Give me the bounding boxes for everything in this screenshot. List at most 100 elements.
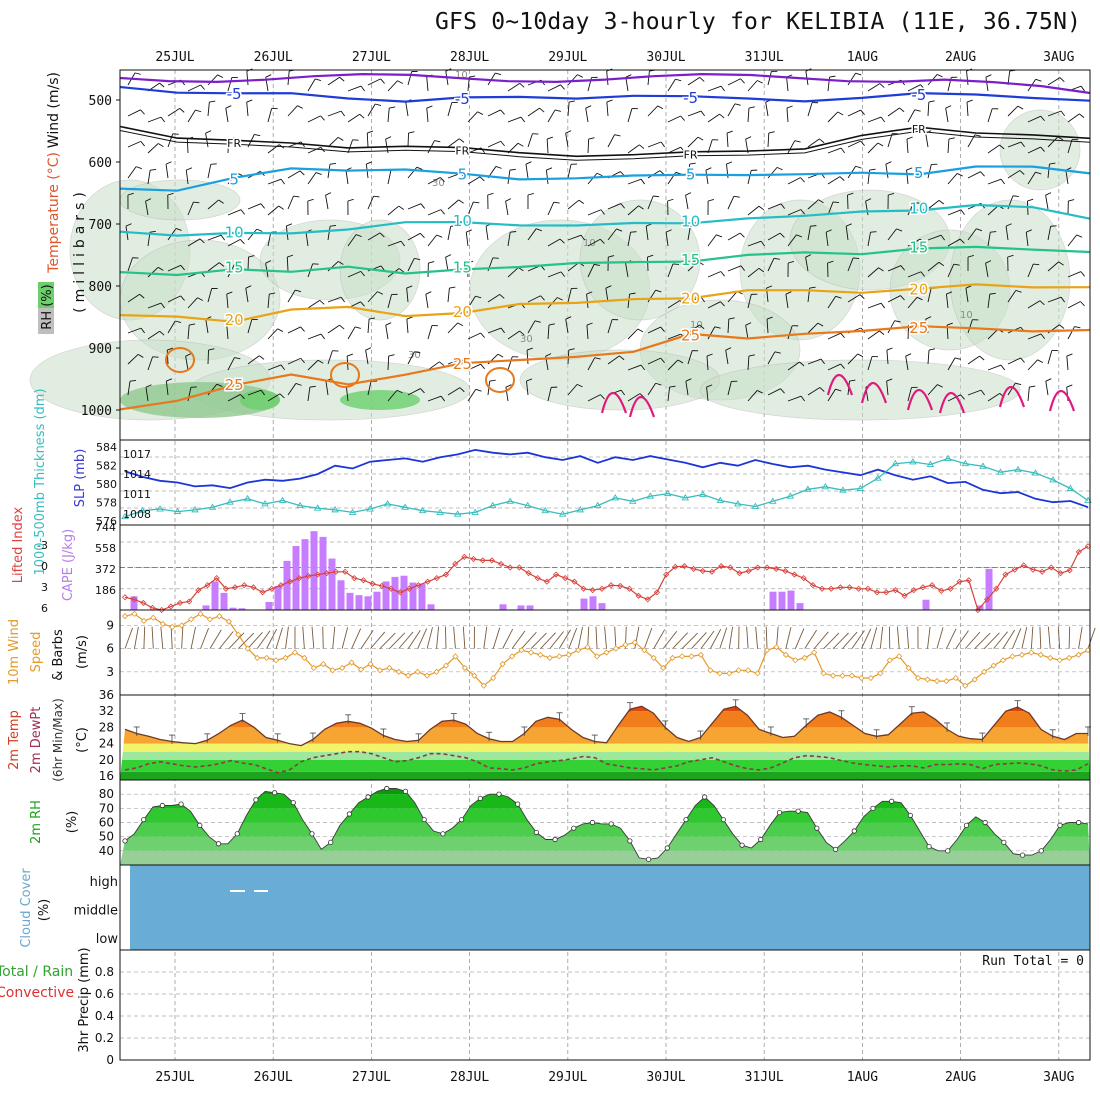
wind-barb [567,74,578,86]
cape-bar [526,605,534,610]
lifted-index-point [828,585,835,592]
wind-barb-flag [827,260,834,264]
lifted-index-point [617,582,624,589]
wind-speed-point [593,653,601,660]
wind-barb [275,627,283,649]
wind-barb [967,228,977,241]
lifted-index-point [864,585,871,592]
wind-barb [755,626,759,649]
date-label-top: 29JUL [548,50,587,65]
wind-barb [747,80,758,92]
wind-speed-point [773,644,780,651]
wind-barb [485,226,489,241]
wind-speed-point [499,661,506,668]
wind-barb [595,626,598,649]
cape-ytick: 744 [95,521,116,534]
wind-barb [1002,629,1016,649]
wind-barb [311,626,315,649]
wind-speed-point [707,667,714,674]
wind-barb-flag [218,199,224,204]
wind-barb-flag [420,203,425,209]
wind-barb [327,324,340,334]
wind-barb [786,108,789,123]
wind-barb [247,632,263,649]
lifted-index-point [608,582,615,589]
wind-barb-flag [726,161,733,165]
thickness-point [296,501,304,509]
wind-barb-flag [706,384,713,388]
wind-barb-flag [557,297,563,301]
wind-barb [727,318,730,334]
wind-barb [947,357,956,371]
thickness-point [628,497,637,504]
lifted-index-point [571,578,578,585]
wind-barb-flag [1020,141,1026,148]
wind-barb [867,267,879,278]
thickness-point [699,490,707,497]
wind-barb-flag [495,72,502,76]
isotherm-5 [119,165,1091,192]
wind-barb-flag [794,140,801,143]
wind-barb [691,632,707,649]
wind-barb [887,107,900,117]
wind-barb [127,257,133,272]
wind-barb-flag [576,383,583,388]
wind-barb [360,630,374,649]
wind-barb [1047,136,1059,148]
wind-barb [767,71,772,86]
wind-barb [322,626,324,649]
wind-barb [187,109,196,123]
rh-shade [119,179,241,221]
wind-barb [1047,164,1050,179]
cape-bar [769,591,777,610]
wind-barb [247,228,258,241]
wind-barb [447,358,462,365]
date-label-bottom: 1AUG [847,1070,878,1085]
wind-barb-flag [954,357,961,360]
wind-barb-flag [825,229,832,233]
wind-barb-flag [660,141,666,148]
wind-barb-flag [137,353,144,358]
wind-barb [685,381,689,396]
wind-barb [667,387,671,402]
wind-barb-flag [1012,195,1019,197]
wind-speed-point [339,664,346,672]
wind-barb [267,178,282,185]
lifted-index-point [342,568,349,575]
wind-barb [886,350,889,365]
wind-barb [187,325,190,340]
wind-barb [847,109,861,117]
wind-barb-flag [280,178,286,185]
wind-barb-flag [928,100,935,103]
wind-barb [887,133,893,148]
rh-point [1057,822,1063,828]
wind-barb [558,629,571,649]
thickness-point [769,497,777,504]
wind-speed-point [509,653,516,660]
wind-barb [1078,626,1083,649]
wind-barb [1067,234,1077,247]
wind-barb-flag [185,353,192,357]
cape-bar [292,546,300,610]
wind-barb-flag [139,293,145,299]
wind-barb-flag [388,354,395,357]
wind-barb-flag [265,74,272,78]
wind-barb [379,632,396,649]
wind-barb [727,291,738,303]
rh-point [1038,848,1044,854]
wind-barb [746,626,749,649]
wind-barb [667,333,682,340]
wind-barb [687,77,701,86]
isotherm-30 [938,391,966,414]
lifted-index-point [672,563,679,570]
wind-barb [160,626,164,649]
wind-barb [726,133,729,148]
wind-barb-flag [160,116,166,123]
wind-barb [886,381,889,396]
cape-bar [922,599,930,610]
wind-barb-flag [286,223,293,227]
wind-barb [1067,326,1075,340]
wind-barb-flag [1058,261,1064,266]
wind-barb-flag [259,355,265,360]
wind-barb [985,77,989,92]
